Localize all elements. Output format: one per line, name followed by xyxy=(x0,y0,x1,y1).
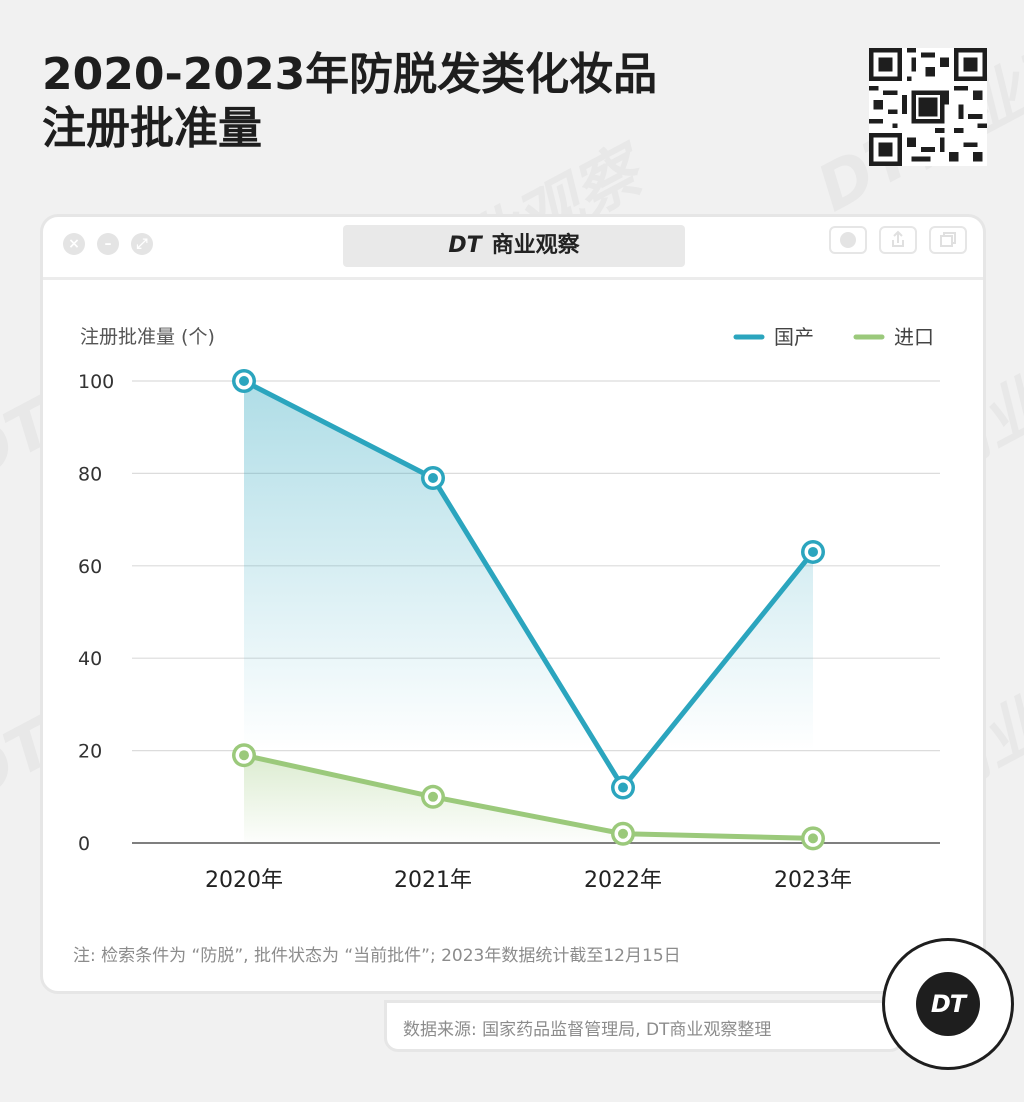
footnote: 注: 检索条件为 “防脱”, 批件状态为 “当前批件”; 2023年数据统计截至… xyxy=(73,946,681,966)
page-title: 2020-2023年防脱发类化妆品 注册批准量 xyxy=(42,48,657,156)
minimize-icon[interactable]: – xyxy=(97,233,119,255)
close-icon[interactable]: × xyxy=(63,233,85,255)
window-icon xyxy=(940,232,956,247)
data-point xyxy=(801,539,825,564)
data-point xyxy=(611,821,635,846)
y-axis-label: 注册批准量 (个) xyxy=(80,326,215,348)
brand-pill: DT 商业观察 xyxy=(343,225,685,267)
share-button[interactable] xyxy=(879,226,917,254)
share-icon xyxy=(892,230,904,247)
legend-item: 进口 xyxy=(853,325,934,349)
fullscreen-icon[interactable]: ⤢ xyxy=(131,233,153,255)
qr-code-icon xyxy=(869,48,987,166)
series-line xyxy=(242,378,815,791)
legend-label: 国产 xyxy=(774,325,814,349)
y-tick-label: 40 xyxy=(78,648,102,670)
data-point xyxy=(421,466,445,491)
data-point-core xyxy=(239,750,249,761)
data-point xyxy=(611,775,635,800)
data-point-core xyxy=(428,473,438,484)
data-point-core xyxy=(239,376,249,386)
data-point xyxy=(801,826,825,851)
window-titlebar: × – ⤢ DT 商业观察 xyxy=(43,217,983,280)
record-icon xyxy=(840,232,856,248)
source-box: 数据来源: 国家药品监督管理局, DT商业观察整理 xyxy=(384,1000,904,1052)
y-tick-label: 80 xyxy=(78,463,102,485)
y-tick-label: 20 xyxy=(78,741,102,763)
brand-logo: DT xyxy=(448,233,482,258)
record-button[interactable] xyxy=(829,226,867,254)
series-area xyxy=(244,755,813,843)
data-point-core xyxy=(618,782,628,793)
series-area xyxy=(244,381,813,843)
y-tick-label: 0 xyxy=(78,833,90,855)
data-point-core xyxy=(808,833,818,844)
data-point-core xyxy=(618,828,628,839)
x-tick-label: 2022年 xyxy=(584,868,662,893)
data-point xyxy=(232,369,256,393)
legend-label: 进口 xyxy=(894,325,934,349)
x-tick-label: 2020年 xyxy=(205,868,283,893)
y-tick-label: 100 xyxy=(78,371,114,393)
window-button[interactable] xyxy=(929,226,967,254)
legend-item: 国产 xyxy=(733,325,814,349)
title-line-1: 2020-2023年防脱发类化妆品 xyxy=(42,49,658,100)
data-point xyxy=(421,784,445,809)
title-line-2: 注册批准量 xyxy=(42,103,262,154)
dt-logo: DT xyxy=(916,972,980,1036)
brand-name: 商业观察 xyxy=(491,233,580,258)
data-point xyxy=(232,743,256,768)
y-tick-label: 60 xyxy=(78,556,102,578)
source-text: 数据来源: 国家药品监督管理局, DT商业观察整理 xyxy=(403,1020,772,1040)
data-point-core xyxy=(428,791,438,802)
x-tick-label: 2023年 xyxy=(774,868,852,893)
series-line xyxy=(243,752,814,841)
dt-badge: DT xyxy=(882,938,1014,1070)
x-tick-label: 2021年 xyxy=(394,868,472,893)
data-point-core xyxy=(808,546,818,557)
